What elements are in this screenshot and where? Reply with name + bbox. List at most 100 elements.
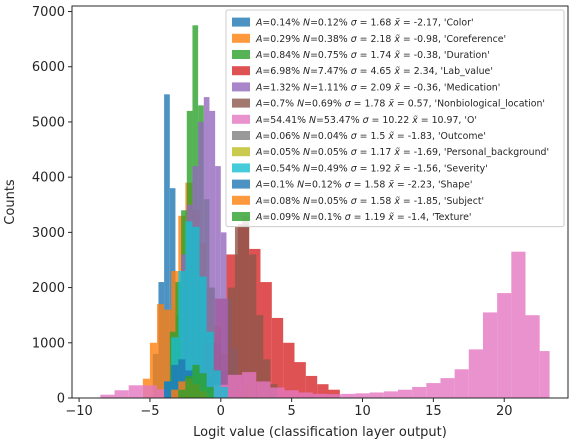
histogram-bar	[256, 315, 264, 398]
legend-swatch	[232, 50, 250, 59]
histogram-bar	[426, 383, 441, 398]
histogram-bar	[142, 385, 158, 398]
legend-label: A=0.06% N=0.04% σ = 1.5 x̃ = -1.83, 'Out…	[255, 131, 486, 142]
histogram-bar	[206, 386, 214, 398]
histogram-bar	[192, 364, 200, 398]
legend-swatch	[232, 147, 250, 157]
histogram-bar	[234, 226, 243, 398]
legend-box	[225, 9, 565, 228]
histogram-bar	[249, 254, 257, 398]
y-tick-label: 1000	[32, 336, 65, 351]
ticks-layer: −10 −5 0 5 10 15 20 0 1000 2000 3000 4000 5000 6000 70…	[32, 5, 513, 419]
bars-layer	[100, 25, 550, 398]
x-tick-label: −10	[65, 404, 92, 419]
histogram-bar	[525, 315, 540, 398]
histogram-bar	[270, 387, 285, 398]
y-tick-label: 5000	[32, 115, 65, 130]
legend-item: A=1.32% N=1.11% σ = 2.09 x̃ = -0.36, 'Me…	[232, 82, 500, 93]
histogram-bar	[412, 386, 427, 398]
histogram-bar	[164, 381, 172, 398]
histogram-bar	[227, 374, 243, 398]
legend-swatch	[232, 114, 250, 124]
legend-label: A=0.7% N=0.69% σ = 1.78 x̃ = 0.57, 'Nonb…	[255, 99, 545, 110]
histogram-bar	[185, 221, 193, 398]
legend-item: A=0.14% N=0.12% σ = 1.68 x̃ = -2.17, 'Co…	[232, 17, 474, 29]
histogram-bar	[468, 349, 483, 398]
histogram-bar	[185, 375, 193, 398]
legend-item: A=0.05% N=0.05% σ = 1.17 x̃ = -1.69, 'Pe…	[232, 147, 549, 158]
histogram-bar	[283, 342, 295, 398]
legend-swatch	[232, 82, 250, 92]
histogram-bar	[198, 121, 204, 398]
histogram-bar	[341, 393, 356, 398]
histogram-bar	[440, 378, 455, 398]
plot-frame	[71, 5, 569, 399]
histogram-bar	[497, 293, 512, 398]
y-tick-label: 7000	[32, 5, 65, 20]
histogram-bar	[149, 342, 158, 398]
legend-swatch	[232, 98, 250, 108]
x-tick-label: 15	[425, 404, 442, 419]
histogram-bar	[157, 304, 165, 398]
legend-label: A=54.41% N=53.47% σ = 10.22 x̃ = 10.97, …	[255, 115, 477, 126]
histogram-bar	[294, 362, 306, 398]
legend-label: A=0.84% N=0.75% σ = 1.74 x̃ = -0.38, 'Du…	[255, 50, 490, 61]
histogram-bar	[355, 393, 370, 398]
legend-item: A=0.09% N=0.1% σ = 1.19 x̃ = -1.4, 'Text…	[232, 212, 471, 223]
x-tick-label: 0	[217, 404, 225, 419]
legend-swatch	[232, 17, 250, 27]
histogram-bar	[312, 393, 328, 398]
legend-item: A=0.29% N=0.38% σ = 2.18 x̃ = -0.98, 'Co…	[232, 33, 506, 45]
legend-item: A=0.1% N=0.12% σ = 1.58 x̃ = -2.23, 'Sha…	[232, 179, 472, 191]
legend-item: A=0.7% N=0.69% σ = 1.78 x̃ = 0.57, 'Nonb…	[232, 98, 545, 110]
histogram-bar	[203, 97, 210, 398]
histogram-bar	[317, 384, 329, 398]
legend-label: A=0.1% N=0.12% σ = 1.58 x̃ = -2.23, 'Sha…	[255, 180, 472, 191]
histogram-bar	[164, 309, 172, 398]
histogram-bar	[260, 282, 272, 398]
legend-item: A=0.54% N=0.49% σ = 1.92 x̃ = -1.56, 'Se…	[232, 163, 488, 174]
histogram-bar	[215, 166, 221, 398]
legend-label: A=1.32% N=1.11% σ = 2.09 x̃ = -0.36, 'Me…	[255, 82, 500, 93]
y-tick-label: 4000	[32, 171, 65, 186]
legend-item: A=0.84% N=0.75% σ = 1.74 x̃ = -0.38, 'Du…	[232, 50, 490, 61]
histogram-bar	[298, 392, 313, 398]
legend-label: A=0.29% N=0.38% σ = 2.18 x̃ = -0.98, 'Co…	[255, 34, 506, 45]
legend-swatch	[232, 163, 250, 173]
x-tick-label: 20	[496, 404, 513, 419]
series-12-bars	[178, 364, 214, 398]
legend-item: A=0.08% N=0.05% σ = 1.58 x̃ = -1.85, 'Su…	[232, 195, 484, 207]
histogram-bar	[328, 389, 340, 398]
histogram-bar	[100, 394, 115, 398]
histogram-bar	[114, 390, 129, 398]
x-tick-label: 5	[288, 404, 296, 419]
histogram-bar	[242, 215, 250, 398]
histogram-bar	[227, 287, 235, 398]
histogram-bar	[178, 359, 186, 398]
x-tick-label: −5	[140, 404, 159, 419]
histogram-bar	[397, 389, 413, 398]
histogram-bar	[213, 370, 221, 398]
histogram-bar	[206, 331, 214, 398]
histogram-bar	[220, 386, 228, 398]
histogram-bar	[220, 232, 227, 398]
histogram-bar	[305, 375, 318, 398]
x-tick-label: 10	[354, 404, 371, 419]
y-axis-label: Counts	[3, 179, 18, 225]
histogram-bar	[539, 351, 550, 398]
legend-swatch	[232, 179, 250, 189]
legend-item: A=54.41% N=53.47% σ = 10.22 x̃ = 10.97, …	[232, 114, 477, 126]
histogram-bar	[383, 391, 398, 398]
histogram-bar	[192, 226, 200, 398]
series-6-bars	[100, 251, 550, 398]
histogram-bar	[263, 359, 271, 398]
histogram-bar	[128, 385, 143, 398]
histogram-bar	[454, 369, 469, 398]
legend-item: A=0.06% N=0.04% σ = 1.5 x̃ = -1.83, 'Out…	[232, 131, 486, 142]
histogram-bar	[256, 381, 271, 398]
histogram-bar	[482, 312, 498, 398]
histogram-bar	[271, 317, 284, 398]
histogram-bar	[171, 364, 179, 398]
